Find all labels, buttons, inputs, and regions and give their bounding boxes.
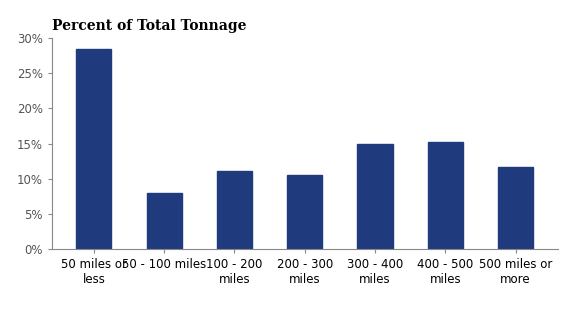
Bar [498, 167, 533, 249]
Bar [147, 193, 182, 249]
Bar [358, 144, 393, 249]
Bar [428, 142, 463, 249]
Bar [287, 175, 323, 249]
Bar [217, 171, 252, 249]
Text: Percent of Total Tonnage: Percent of Total Tonnage [52, 19, 246, 33]
Bar [76, 49, 112, 249]
